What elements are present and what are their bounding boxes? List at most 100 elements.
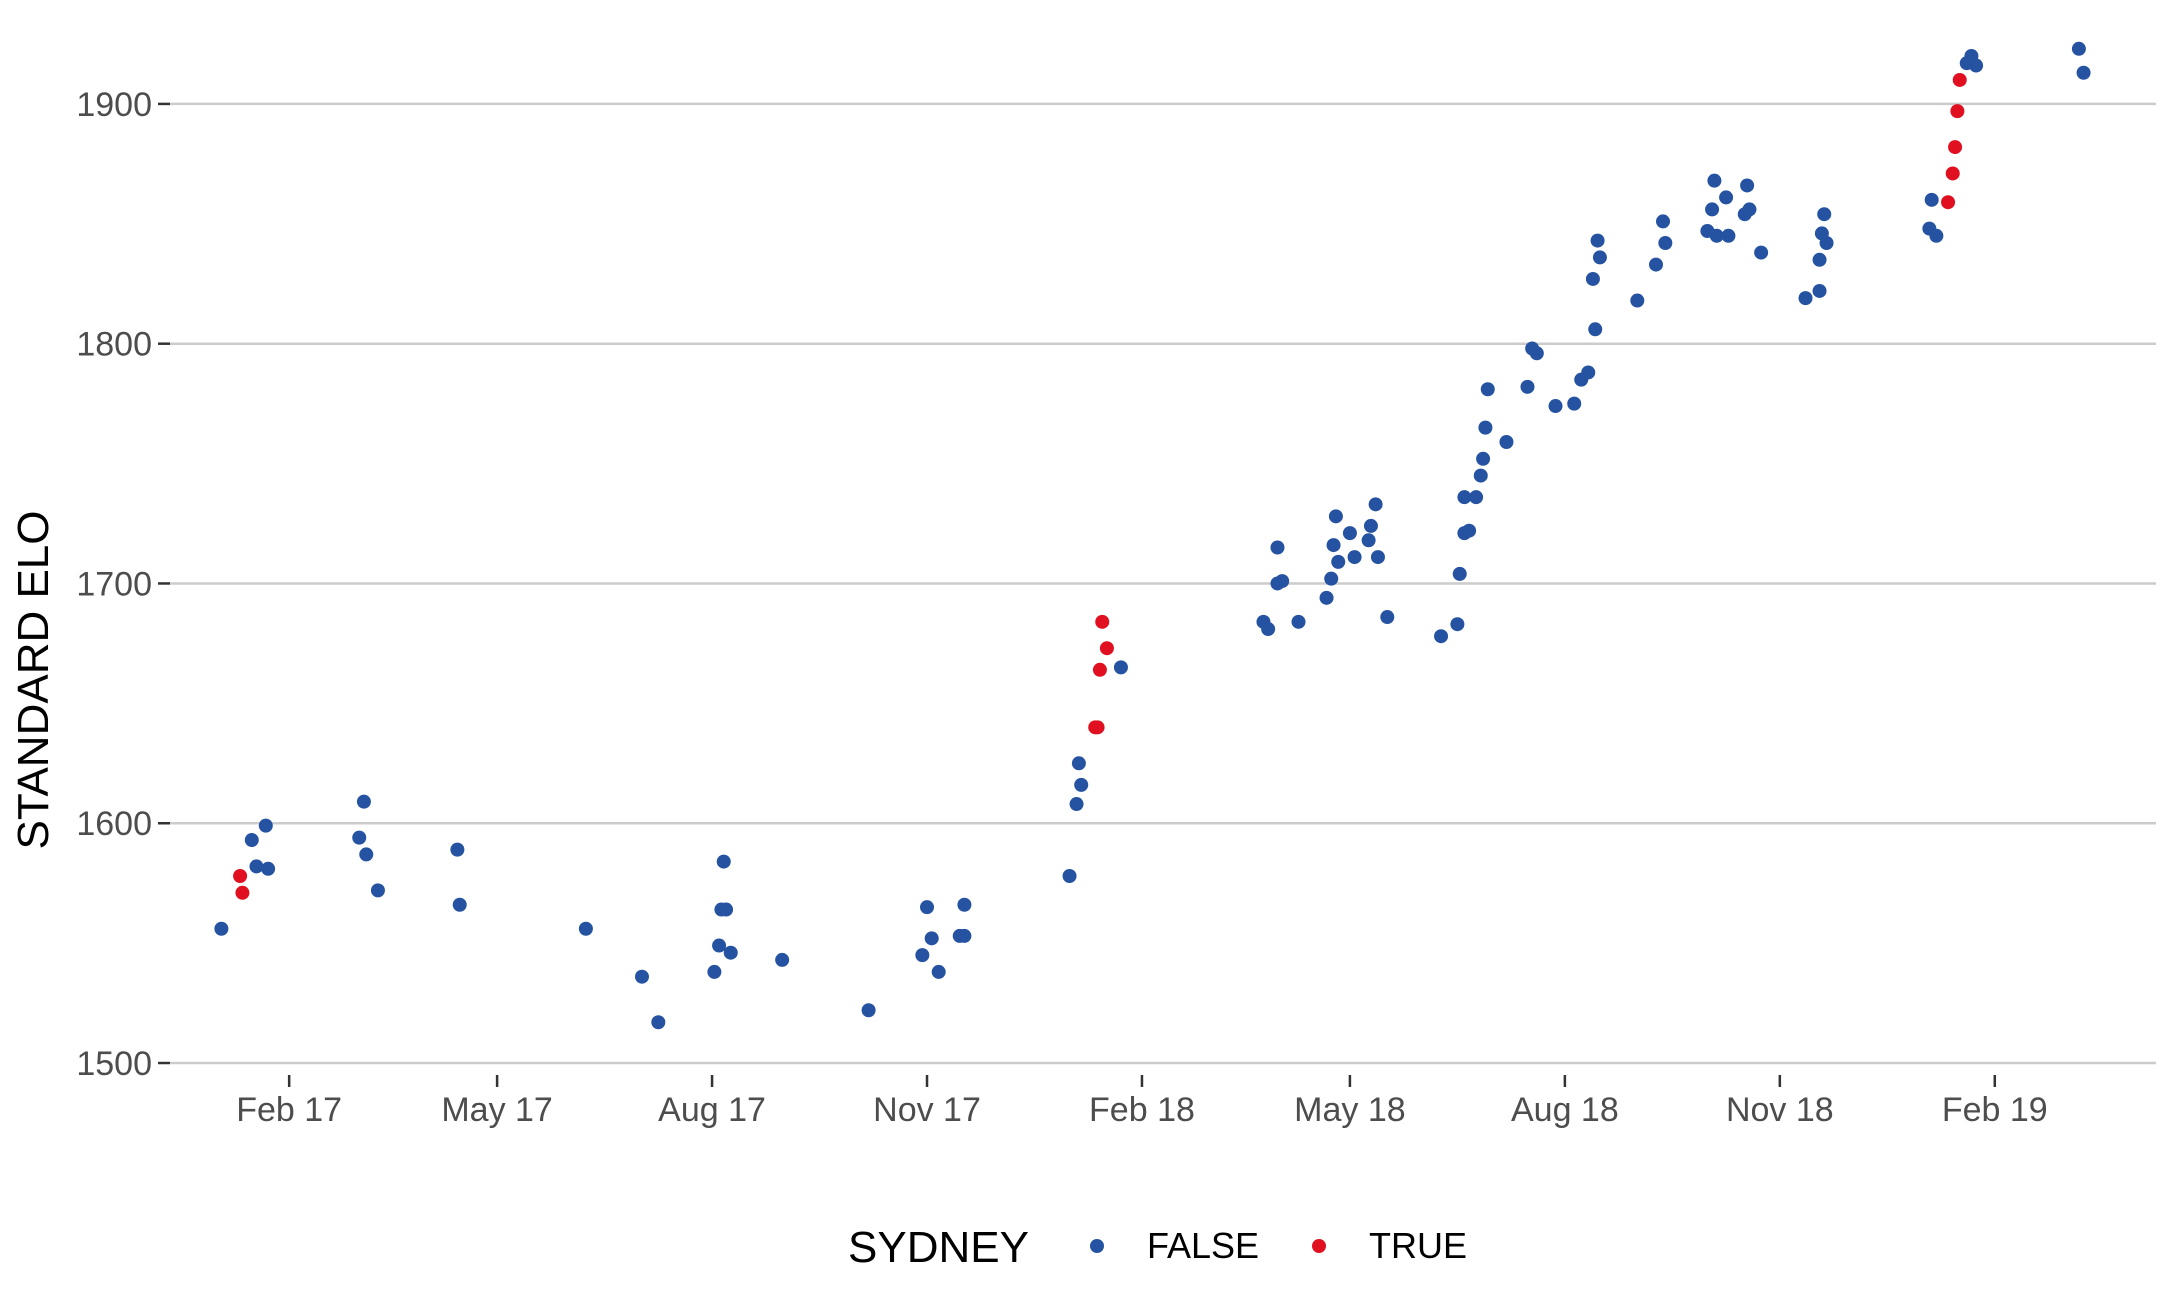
point-false xyxy=(1071,756,1086,771)
point-false xyxy=(1380,610,1395,625)
point-false xyxy=(1368,497,1383,512)
point-false xyxy=(244,833,259,848)
point-true xyxy=(1952,72,1967,87)
point-true xyxy=(235,885,250,900)
point-false xyxy=(712,938,727,953)
point-true xyxy=(1099,641,1114,656)
point-false xyxy=(261,861,276,876)
point-false xyxy=(1319,590,1334,605)
point-false xyxy=(924,931,939,946)
gridlines xyxy=(170,102,2156,1065)
point-false xyxy=(1529,346,1544,361)
point-false xyxy=(931,964,946,979)
point-false xyxy=(1658,235,1673,250)
point-false xyxy=(723,945,738,960)
point-false xyxy=(1590,233,1605,248)
point-false xyxy=(1370,550,1385,565)
point-false xyxy=(452,897,467,912)
point-false xyxy=(1270,540,1285,555)
point-false xyxy=(1567,396,1582,411)
point-true xyxy=(1090,720,1105,735)
point-false xyxy=(707,964,722,979)
point-false xyxy=(1291,614,1306,629)
point-false xyxy=(1817,207,1832,222)
point-false xyxy=(1812,283,1827,298)
point-false xyxy=(1721,228,1736,243)
point-false xyxy=(1648,257,1663,272)
point-false xyxy=(1434,629,1449,644)
point-false xyxy=(370,883,385,898)
legend-title: SYDNEY xyxy=(848,1223,1029,1272)
point-false xyxy=(450,842,465,857)
point-false xyxy=(2076,65,2091,80)
y-tick-label: 1800 xyxy=(76,326,152,364)
y-tick-label: 1900 xyxy=(76,86,152,124)
y-tick-label: 1500 xyxy=(76,1045,152,1083)
x-tick-label: Nov 18 xyxy=(1726,1091,1834,1129)
point-false xyxy=(1742,202,1757,217)
point-false xyxy=(1480,382,1495,397)
point-false xyxy=(1581,365,1596,380)
point-false xyxy=(1476,451,1491,466)
point-true xyxy=(1945,166,1960,181)
point-false xyxy=(1924,192,1939,207)
point-false xyxy=(1462,523,1477,538)
point-false xyxy=(1062,868,1077,883)
point-false xyxy=(1331,554,1346,569)
point-false xyxy=(1347,550,1362,565)
point-false xyxy=(1469,490,1484,505)
point-false xyxy=(634,969,649,984)
legend-label-true: TRUE xyxy=(1369,1225,1467,1266)
point-true xyxy=(1948,140,1963,155)
point-false xyxy=(716,854,731,869)
point-false xyxy=(214,921,229,936)
point-false xyxy=(1113,660,1128,675)
data-points xyxy=(214,41,2091,1030)
point-false xyxy=(1705,202,1720,217)
point-false xyxy=(1969,58,1984,73)
legend-key-true xyxy=(1312,1239,1326,1253)
point-false xyxy=(578,921,593,936)
x-tick-label: May 18 xyxy=(1294,1091,1406,1129)
point-false xyxy=(1812,252,1827,267)
point-false xyxy=(651,1015,666,1030)
point-true xyxy=(1095,614,1110,629)
point-false xyxy=(920,900,935,915)
y-tick-label: 1600 xyxy=(76,805,152,843)
point-false xyxy=(957,928,972,943)
point-false xyxy=(1328,509,1343,524)
point-false xyxy=(1592,250,1607,265)
point-false xyxy=(1754,245,1769,260)
point-false xyxy=(1361,533,1376,548)
point-false xyxy=(352,830,367,845)
point-false xyxy=(1585,271,1600,286)
x-tick-label: Feb 19 xyxy=(1942,1091,2048,1129)
legend: SYDNEY FALSE TRUE xyxy=(848,1223,1467,1272)
point-false xyxy=(1326,538,1341,553)
point-false xyxy=(249,859,264,874)
point-false xyxy=(1798,291,1813,306)
point-false xyxy=(1478,420,1493,435)
point-false xyxy=(1450,617,1465,632)
legend-label-false: FALSE xyxy=(1147,1225,1259,1266)
point-false xyxy=(1719,190,1734,205)
point-false xyxy=(1630,293,1645,308)
x-tick-label: Nov 17 xyxy=(873,1091,981,1129)
point-false xyxy=(1324,571,1339,586)
point-false xyxy=(1707,173,1722,188)
y-axis-ticks: 1500 1600 1700 1800 1900 xyxy=(76,86,170,1083)
point-false xyxy=(356,794,371,809)
point-false xyxy=(1588,322,1603,337)
point-false xyxy=(1261,622,1276,637)
point-false xyxy=(775,952,790,967)
point-true xyxy=(1950,104,1965,119)
point-false xyxy=(1929,228,1944,243)
point-false xyxy=(1452,566,1467,581)
x-axis-ticks: Feb 17 May 17 Aug 17 Nov 17 Feb 18 May 18 Aug … xyxy=(236,1075,2048,1129)
point-true xyxy=(1941,195,1956,210)
point-false xyxy=(1520,379,1535,394)
point-false xyxy=(957,897,972,912)
point-false xyxy=(1363,518,1378,533)
point-false xyxy=(1342,526,1357,541)
